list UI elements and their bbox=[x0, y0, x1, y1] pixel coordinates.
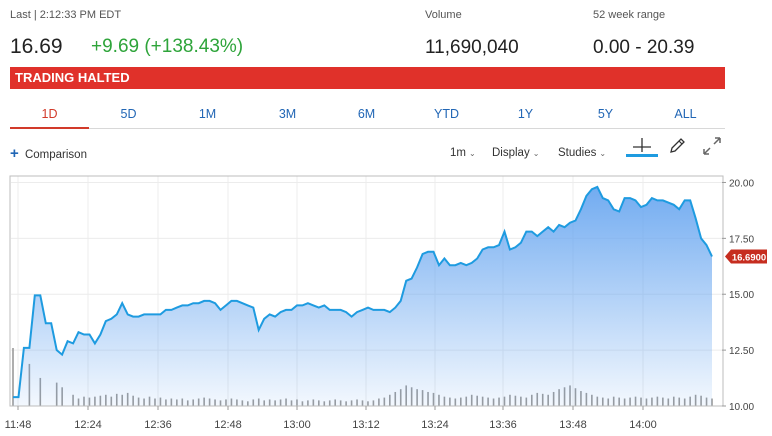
volume-label: Volume bbox=[425, 9, 462, 21]
price-line bbox=[13, 185, 713, 399]
last-price: 16.69 bbox=[10, 35, 63, 58]
plus-icon: + bbox=[10, 145, 19, 162]
volume-bar bbox=[12, 348, 14, 406]
chevron-down-icon: ⌄ bbox=[532, 149, 540, 158]
x-tick-label: 13:24 bbox=[421, 419, 449, 431]
price-tag-shape bbox=[725, 249, 767, 264]
pencil-icon[interactable] bbox=[668, 136, 688, 156]
current-price-tag: 16.6900 bbox=[725, 249, 767, 264]
x-tick-label: 12:24 bbox=[74, 419, 102, 431]
x-tick-label: 13:00 bbox=[283, 419, 311, 431]
tab-ytd[interactable]: YTD bbox=[434, 107, 459, 121]
x-tick-label: 14:00 bbox=[629, 419, 657, 431]
x-tick-label: 13:48 bbox=[559, 419, 587, 431]
tab-6m[interactable]: 6M bbox=[357, 107, 376, 121]
x-tick-label: 13:12 bbox=[352, 419, 380, 431]
x-tick-label: 11:48 bbox=[5, 419, 32, 431]
y-axis: 20.00 17.50 15.00 12.50 10.00 bbox=[722, 178, 754, 413]
x-tick-label: 12:48 bbox=[214, 419, 242, 431]
chevron-down-icon: ⌄ bbox=[468, 149, 476, 158]
studies-label: Studies bbox=[558, 147, 597, 159]
range-label: 52 week range bbox=[593, 9, 666, 21]
price-tag-label: 16.6900 bbox=[732, 252, 766, 263]
display-dropdown[interactable]: Display ⌄ bbox=[492, 147, 539, 159]
trading-halted-banner: TRADING HALTED bbox=[10, 67, 725, 89]
time-range-tabs: 1D 5D 1M 3M 6M YTD 1Y 5Y ALL bbox=[10, 103, 725, 129]
x-axis: 11:48 12:24 12:36 12:48 13:00 13:12 13:24 13:36… bbox=[5, 406, 657, 431]
studies-dropdown[interactable]: Studies ⌄ bbox=[558, 147, 606, 159]
tab-1d[interactable]: 1D bbox=[10, 103, 89, 129]
price-area bbox=[13, 186, 712, 406]
interval-dropdown[interactable]: 1m ⌄ bbox=[450, 147, 476, 159]
chevron-down-icon: ⌄ bbox=[599, 149, 607, 158]
tab-all[interactable]: ALL bbox=[674, 107, 697, 121]
tab-5y[interactable]: 5Y bbox=[597, 107, 614, 121]
tab-5d[interactable]: 5D bbox=[120, 107, 137, 121]
tab-1y[interactable]: 1Y bbox=[517, 107, 534, 121]
interval-label: 1m bbox=[450, 147, 466, 159]
crosshair-icon[interactable] bbox=[626, 136, 658, 158]
expand-icon[interactable] bbox=[702, 136, 722, 156]
x-tick-label: 13:36 bbox=[489, 419, 517, 431]
price-change: +9.69 (+138.43%) bbox=[91, 36, 244, 57]
display-label: Display bbox=[492, 147, 530, 159]
comparison-button[interactable]: + Comparison bbox=[10, 145, 87, 162]
tab-1m[interactable]: 1M bbox=[198, 107, 217, 121]
price-chart[interactable]: 20.00 17.50 15.00 12.50 10.00 11:48 12:24 12:3… bbox=[0, 170, 772, 436]
range-value: 0.00 - 20.39 bbox=[593, 37, 695, 58]
comparison-label: Comparison bbox=[24, 149, 87, 161]
y-tick-label: 20.00 bbox=[729, 178, 754, 189]
y-tick-label: 12.50 bbox=[729, 346, 754, 357]
x-tick-label: 12:36 bbox=[144, 419, 172, 431]
y-tick-label: 15.00 bbox=[729, 290, 754, 301]
y-tick-label: 10.00 bbox=[729, 402, 754, 413]
volume-value: 11,690,040 bbox=[425, 37, 519, 58]
y-tick-label: 17.50 bbox=[729, 234, 754, 245]
last-trade-time: Last | 2:12:33 PM EDT bbox=[10, 9, 122, 21]
tab-3m[interactable]: 3M bbox=[278, 107, 297, 121]
